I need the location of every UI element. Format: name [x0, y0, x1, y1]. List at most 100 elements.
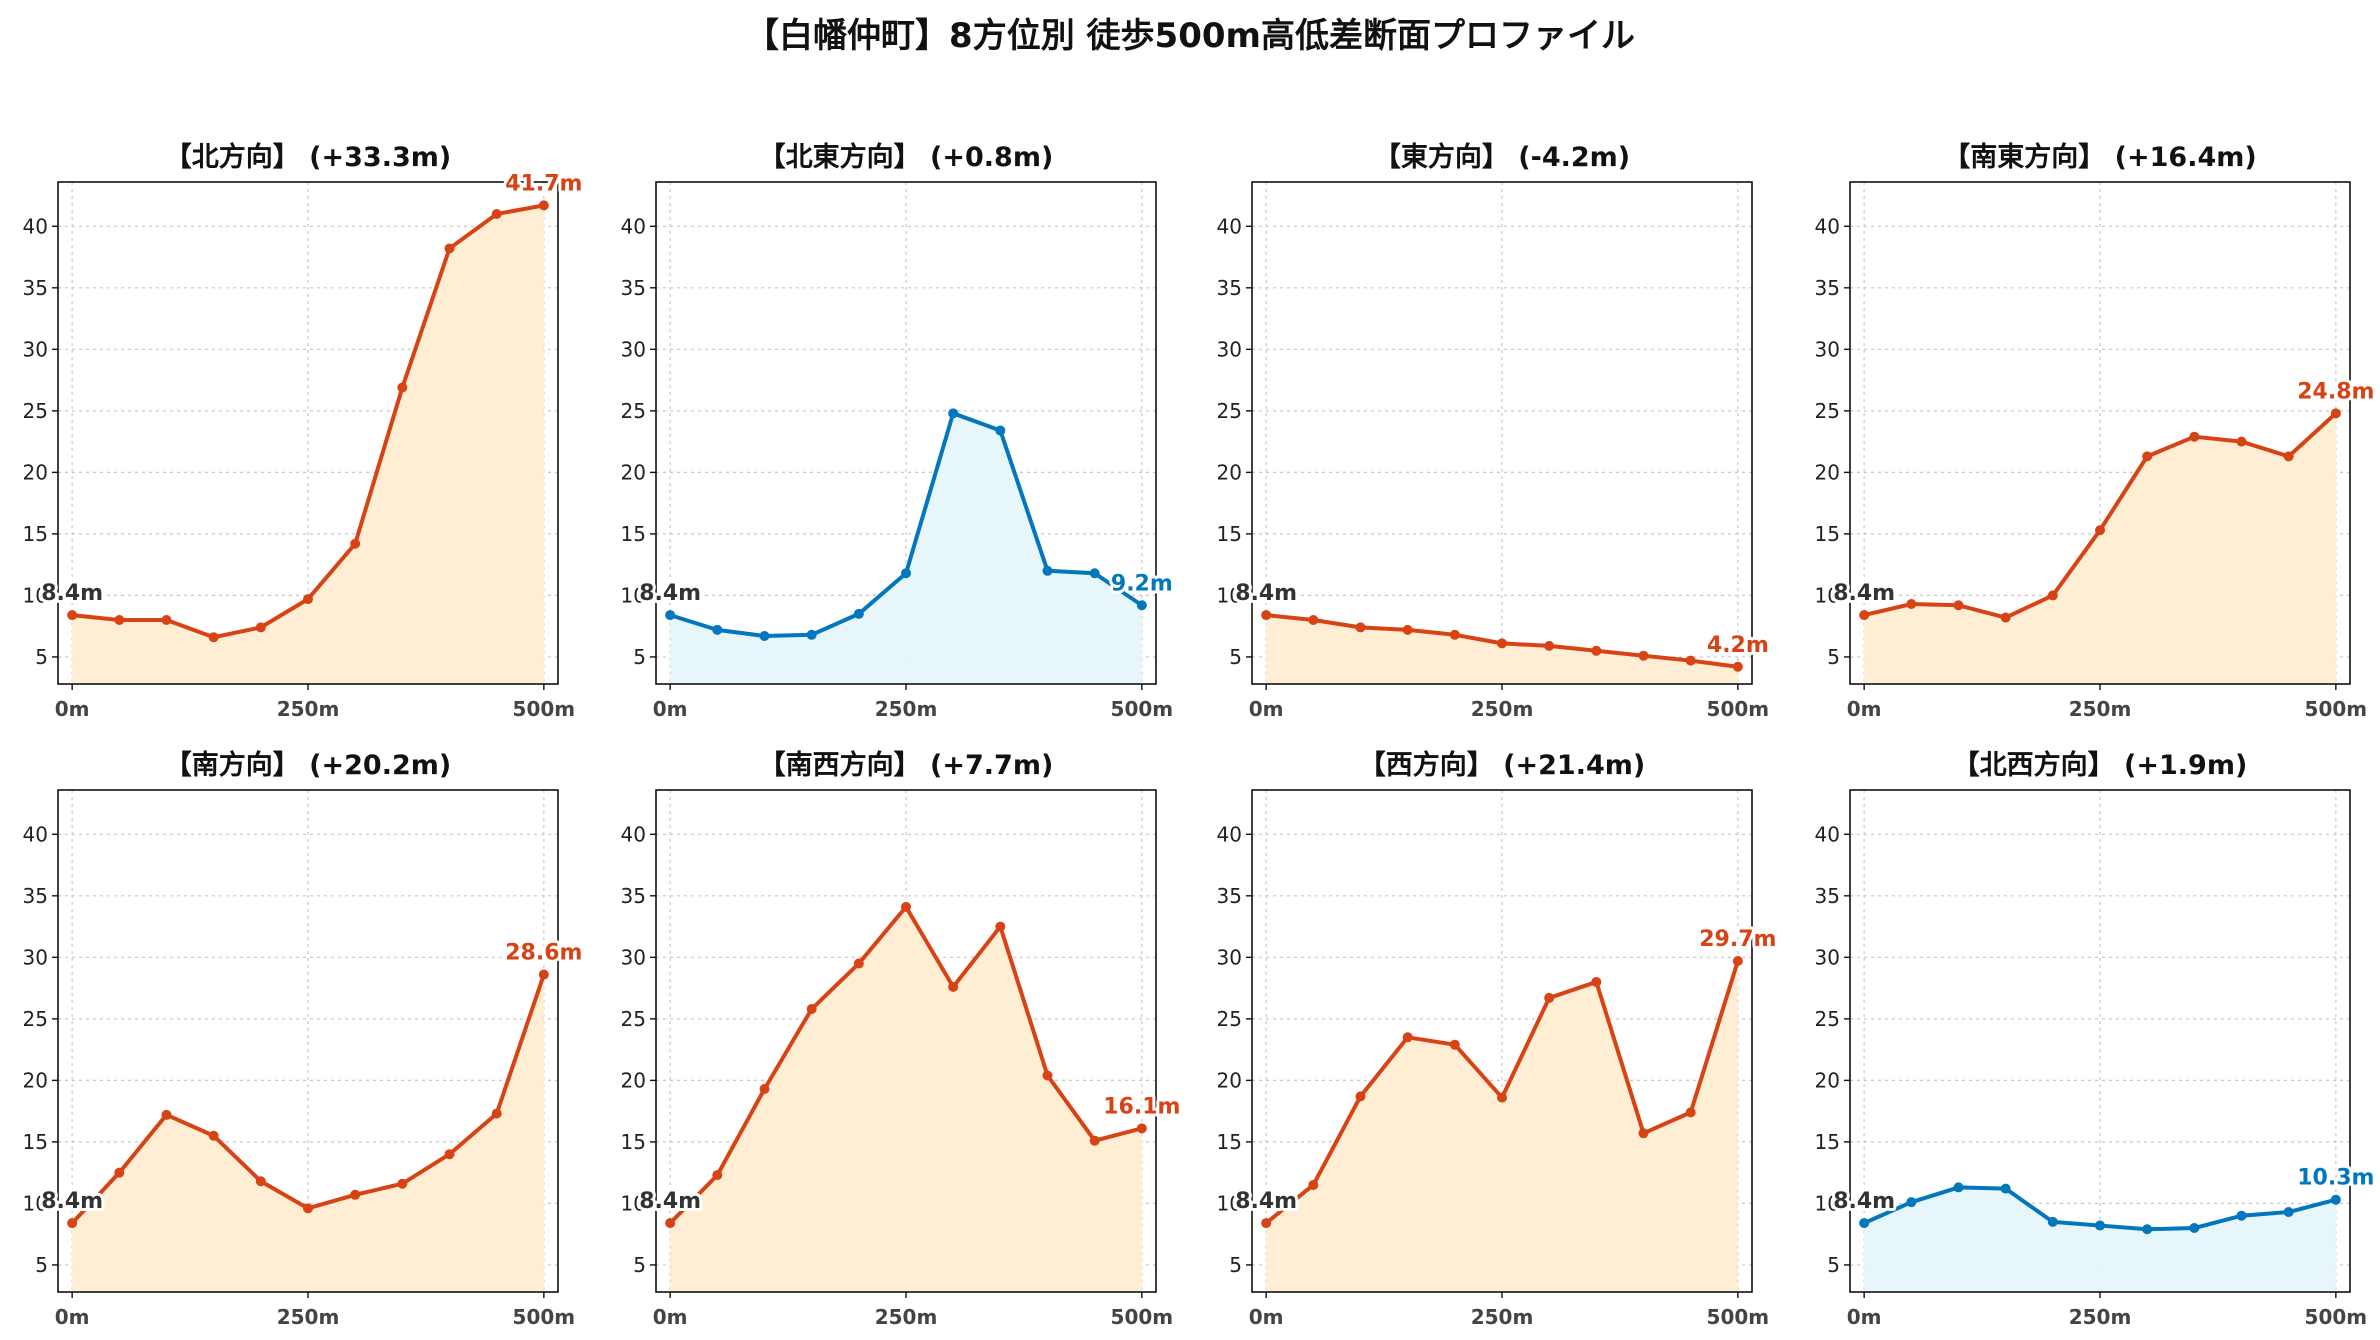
- y-tick-label: 25: [1217, 399, 1242, 423]
- data-point: [2330, 1194, 2341, 1205]
- x-tick-label: 0m: [653, 1305, 688, 1329]
- data-point: [444, 1149, 455, 1160]
- data-point: [255, 1176, 266, 1187]
- x-tick-label: 500m: [1707, 1305, 1770, 1329]
- y-tick-label: 25: [1217, 1007, 1242, 1031]
- data-point: [303, 594, 313, 605]
- data-point: [1953, 1182, 1964, 1193]
- y-tick-label: 10: [1815, 583, 1840, 607]
- y-tick-label: 20: [1815, 460, 1840, 484]
- subplot-title: 【北西方向】 (+1.9m): [1953, 749, 2248, 781]
- area-fill: [72, 974, 544, 1292]
- data-point: [2236, 436, 2247, 447]
- y-tick-label: 5: [35, 645, 48, 669]
- data-point: [1042, 1070, 1053, 1081]
- end-label: 9.2m: [1111, 571, 1173, 596]
- data-point: [1355, 622, 1366, 633]
- data-point: [2330, 408, 2341, 419]
- data-point: [2189, 1223, 2200, 1234]
- data-point: [397, 382, 408, 393]
- y-tick-label: 5: [633, 645, 646, 669]
- subplot-1: 【北方向】 (+33.3m) 5 10 15 20 25 30 35 40 0m 250m 500m 8…: [23, 141, 586, 721]
- data-point: [2095, 525, 2105, 536]
- y-tick-label: 35: [23, 884, 48, 908]
- y-tick-label: 30: [621, 945, 646, 969]
- y-tick-label: 40: [1815, 214, 1840, 238]
- data-point: [759, 1083, 770, 1094]
- data-point: [853, 958, 864, 969]
- x-tick-label: 500m: [513, 1305, 576, 1329]
- y-tick-label: 20: [1217, 1068, 1242, 1092]
- data-point: [1591, 976, 1602, 987]
- data-point: [1953, 600, 1964, 611]
- area-fill: [1864, 1187, 2336, 1292]
- data-point: [255, 622, 266, 633]
- data-point: [1544, 992, 1555, 1003]
- data-point: [665, 1218, 676, 1229]
- subplot-title: 【南東方向】 (+16.4m): [1943, 141, 2256, 173]
- subplot-title: 【北方向】 (+33.3m): [165, 141, 451, 173]
- x-tick-label: 250m: [2069, 697, 2132, 721]
- y-tick-label: 40: [1815, 822, 1840, 846]
- start-label: 8.4m: [1833, 581, 1895, 606]
- subplot-title: 【北東方向】 (+0.8m): [759, 141, 1054, 173]
- y-tick-label: 5: [633, 1253, 646, 1277]
- data-point: [303, 1203, 313, 1214]
- y-tick-label: 10: [621, 583, 646, 607]
- data-point: [1906, 599, 1917, 610]
- x-tick-label: 250m: [1471, 697, 1534, 721]
- data-point: [712, 624, 723, 635]
- y-tick-label: 40: [23, 822, 48, 846]
- data-point: [1732, 956, 1743, 967]
- data-point: [208, 632, 219, 643]
- subplot-5: 【南方向】 (+20.2m) 5 10 15 20 25 30 35 40 0m 250m 500m 8…: [23, 749, 586, 1329]
- x-tick-label: 250m: [2069, 1305, 2132, 1329]
- data-point: [1261, 610, 1272, 621]
- x-tick-label: 500m: [2305, 697, 2368, 721]
- end-label: 4.2m: [1707, 633, 1769, 658]
- y-tick-label: 20: [23, 1068, 48, 1092]
- end-label: 28.6m: [505, 941, 582, 966]
- data-point: [538, 969, 549, 980]
- data-point: [2142, 1224, 2153, 1235]
- data-point: [901, 568, 911, 579]
- data-point: [2047, 1216, 2058, 1227]
- subplot-3: 【東方向】 (-4.2m) 5 10 15 20 25 30 35 40 0m 250m 500m 8.…: [1217, 141, 1772, 721]
- x-tick-label: 0m: [653, 697, 688, 721]
- area-fill: [670, 906, 1142, 1292]
- end-label: 29.7m: [1699, 927, 1776, 952]
- y-tick-label: 25: [621, 399, 646, 423]
- y-tick-label: 30: [1815, 945, 1840, 969]
- data-point: [2283, 1207, 2294, 1218]
- subplot-4: 【南東方向】 (+16.4m) 5 10 15 20 25 30 35 40 0m 250m 500m…: [1815, 141, 2378, 721]
- x-tick-label: 500m: [1111, 1305, 1174, 1329]
- data-point: [1136, 600, 1147, 611]
- area-fill: [72, 205, 544, 685]
- y-tick-label: 30: [1217, 945, 1242, 969]
- end-label: 24.8m: [2297, 379, 2374, 404]
- data-point: [1136, 1123, 1147, 1134]
- y-tick-label: 40: [1217, 214, 1242, 238]
- data-point: [2047, 590, 2058, 601]
- data-point: [67, 1218, 78, 1229]
- subplot-title: 【南方向】 (+20.2m): [165, 749, 451, 781]
- y-tick-label: 35: [621, 276, 646, 300]
- data-point: [2000, 1183, 2011, 1194]
- y-tick-label: 5: [1229, 645, 1242, 669]
- x-tick-label: 500m: [2305, 1305, 2368, 1329]
- y-tick-label: 35: [1217, 276, 1242, 300]
- y-tick-label: 20: [1217, 460, 1242, 484]
- data-point: [1402, 1032, 1413, 1043]
- y-tick-label: 25: [621, 1007, 646, 1031]
- area-fill: [1266, 615, 1738, 684]
- subplot-6: 【南西方向】 (+7.7m) 5 10 15 20 25 30 35 40 0m 250m 500m 8…: [621, 749, 1184, 1329]
- x-tick-label: 0m: [55, 697, 90, 721]
- figure-title: 【白幡仲町】8方位別 徒歩500m高低差断面プロファイル: [745, 16, 1635, 56]
- subplot-title: 【南西方向】 (+7.7m): [759, 749, 1054, 781]
- data-point: [67, 610, 78, 621]
- data-point: [1089, 568, 1100, 579]
- data-point: [208, 1130, 219, 1141]
- y-tick-label: 35: [1815, 276, 1840, 300]
- y-tick-label: 10: [23, 583, 48, 607]
- data-point: [444, 243, 455, 254]
